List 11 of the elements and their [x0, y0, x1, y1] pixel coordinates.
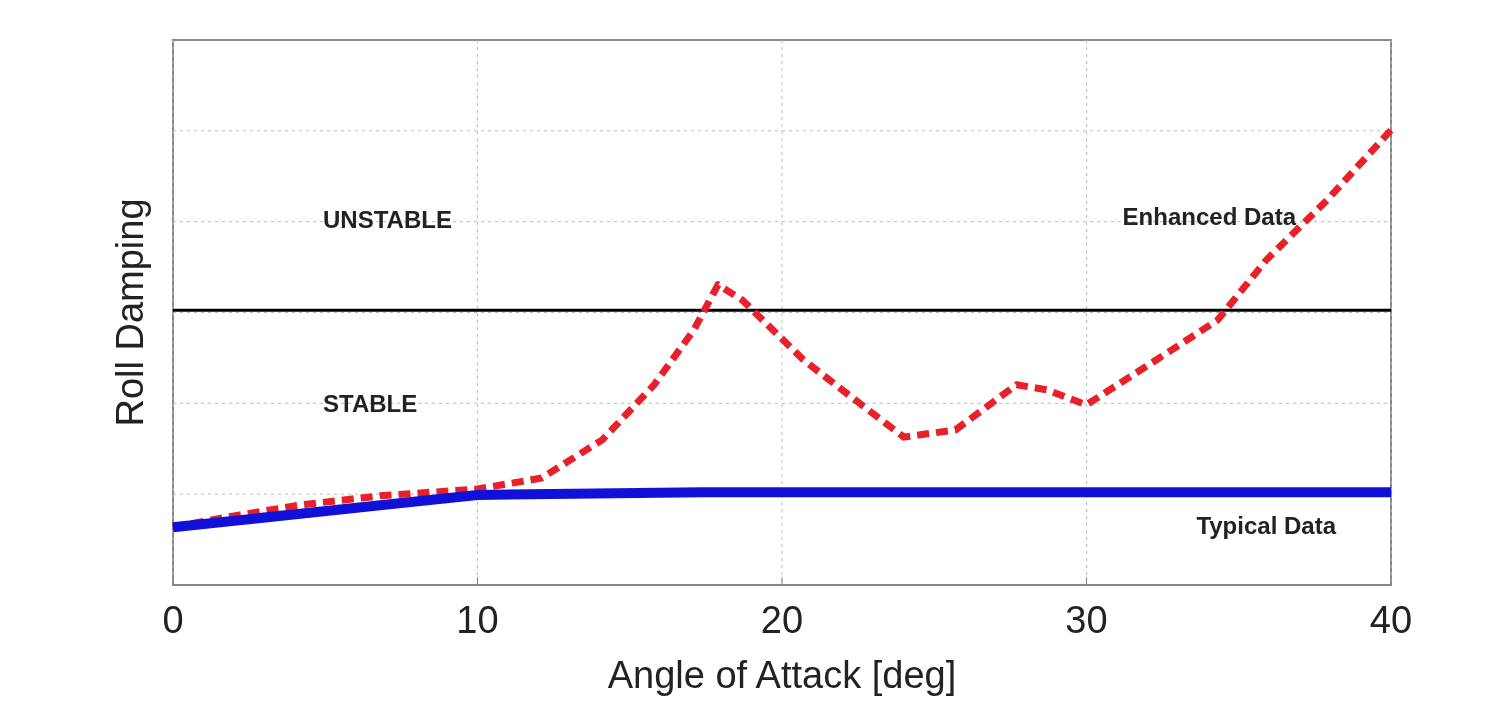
x-tick-label: 10 [456, 599, 499, 641]
x-tick-label: 40 [1369, 599, 1413, 641]
annotation: UNSTABLE [323, 206, 452, 234]
series-label: Typical Data [1196, 512, 1337, 540]
x-tick-label: 30 [1065, 599, 1108, 641]
x-tick-label: 20 [760, 599, 804, 641]
annotation: STABLE [323, 390, 418, 418]
x-tick-label: 0 [162, 599, 184, 641]
y-axis-title: Roll Damping [109, 198, 151, 427]
series-label: Enhanced Data [1122, 203, 1297, 230]
x-axis-title: Angle of Attack [deg] [607, 654, 957, 696]
